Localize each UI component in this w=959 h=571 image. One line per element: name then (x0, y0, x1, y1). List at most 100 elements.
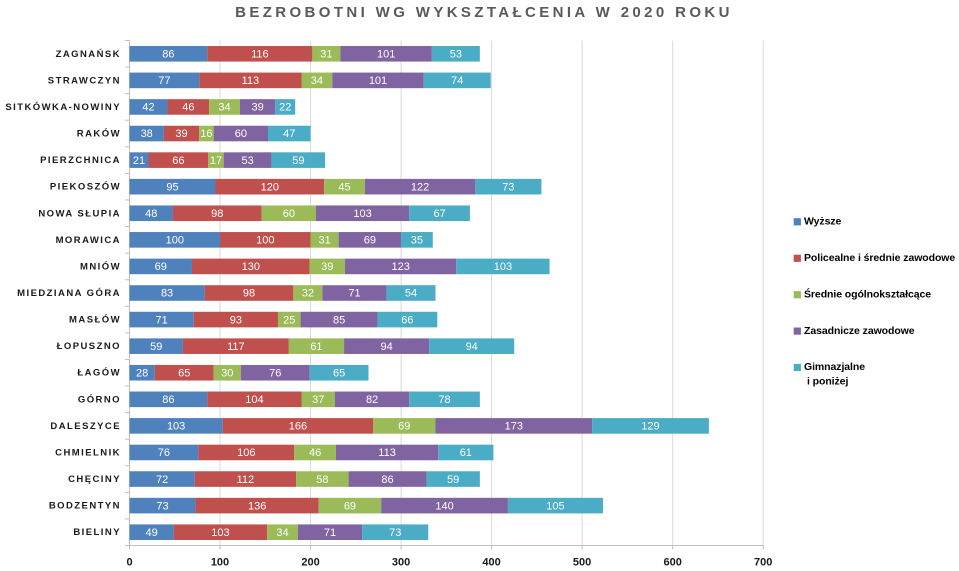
svg-text:32: 32 (302, 288, 314, 300)
svg-text:69: 69 (155, 261, 167, 273)
svg-text:103: 103 (494, 261, 512, 273)
svg-text:22: 22 (279, 102, 291, 114)
svg-text:120: 120 (261, 181, 279, 193)
svg-text:21: 21 (133, 155, 145, 167)
svg-text:i poniżej: i poniżej (807, 375, 848, 387)
svg-text:35: 35 (411, 235, 423, 247)
svg-text:GÓRNO: GÓRNO (78, 393, 121, 405)
svg-text:500: 500 (573, 557, 591, 569)
svg-text:103: 103 (353, 208, 371, 220)
svg-text:31: 31 (318, 235, 330, 247)
svg-text:77: 77 (158, 75, 170, 87)
svg-text:100: 100 (166, 235, 184, 247)
svg-text:34: 34 (218, 102, 230, 114)
svg-text:71: 71 (156, 314, 168, 326)
svg-text:71: 71 (348, 288, 360, 300)
svg-text:59: 59 (447, 474, 459, 486)
svg-text:130: 130 (242, 261, 260, 273)
svg-text:76: 76 (158, 447, 170, 459)
svg-text:71: 71 (324, 527, 336, 539)
svg-text:98: 98 (243, 288, 255, 300)
svg-text:MORAWICA: MORAWICA (56, 235, 121, 246)
svg-text:94: 94 (380, 341, 392, 353)
svg-text:113: 113 (378, 447, 396, 459)
svg-text:31: 31 (320, 48, 332, 60)
svg-text:78: 78 (438, 394, 450, 406)
svg-text:39: 39 (321, 261, 333, 273)
svg-text:28: 28 (136, 367, 148, 379)
svg-text:38: 38 (141, 128, 153, 140)
svg-text:SITKÓWKA-NOWINY: SITKÓWKA-NOWINY (5, 101, 121, 113)
svg-text:39: 39 (175, 128, 187, 140)
svg-text:CHMIELNIK: CHMIELNIK (55, 447, 121, 458)
svg-text:MNIÓW: MNIÓW (80, 260, 121, 272)
svg-text:101: 101 (377, 48, 395, 60)
svg-text:73: 73 (156, 500, 168, 512)
svg-text:94: 94 (466, 341, 478, 353)
svg-text:30: 30 (221, 367, 233, 379)
svg-text:25: 25 (283, 314, 295, 326)
svg-text:106: 106 (237, 447, 255, 459)
svg-text:65: 65 (333, 367, 345, 379)
svg-text:83: 83 (161, 288, 173, 300)
svg-text:85: 85 (333, 314, 345, 326)
svg-text:173: 173 (505, 421, 523, 433)
svg-text:116: 116 (251, 48, 269, 60)
svg-text:136: 136 (248, 500, 266, 512)
svg-text:66: 66 (401, 314, 413, 326)
svg-text:54: 54 (405, 288, 417, 300)
svg-text:105: 105 (546, 500, 564, 512)
svg-text:46: 46 (182, 102, 194, 114)
svg-text:34: 34 (276, 527, 288, 539)
svg-text:93: 93 (230, 314, 242, 326)
svg-text:72: 72 (156, 474, 168, 486)
svg-text:53: 53 (242, 155, 254, 167)
svg-text:61: 61 (460, 447, 472, 459)
svg-text:100: 100 (211, 557, 229, 569)
svg-text:129: 129 (641, 421, 659, 433)
svg-text:59: 59 (150, 341, 162, 353)
svg-text:58: 58 (316, 474, 328, 486)
svg-text:113: 113 (242, 75, 260, 87)
svg-text:86: 86 (162, 48, 174, 60)
svg-text:Gimnazjalne: Gimnazjalne (804, 361, 865, 373)
svg-text:MIEDZIANA GÓRA: MIEDZIANA GÓRA (17, 287, 121, 299)
svg-text:CHĘCINY: CHĘCINY (68, 474, 121, 485)
svg-text:ZAGNAŃSK: ZAGNAŃSK (56, 49, 121, 60)
svg-text:PIEKOSZÓW: PIEKOSZÓW (50, 181, 121, 193)
svg-text:166: 166 (289, 421, 307, 433)
svg-text:76: 76 (269, 367, 281, 379)
svg-text:86: 86 (381, 474, 393, 486)
svg-text:101: 101 (369, 75, 387, 87)
svg-text:BEZROBOTNI WG WYKSZTAŁCENIA W: BEZROBOTNI WG WYKSZTAŁCENIA W 2020 ROKU (235, 4, 733, 21)
svg-text:69: 69 (364, 235, 376, 247)
svg-text:60: 60 (283, 208, 295, 220)
svg-text:NOWA SŁUPIA: NOWA SŁUPIA (38, 208, 121, 219)
svg-text:82: 82 (366, 394, 378, 406)
svg-text:104: 104 (245, 394, 263, 406)
svg-text:700: 700 (754, 557, 772, 569)
svg-text:100: 100 (256, 235, 274, 247)
svg-text:42: 42 (142, 102, 154, 114)
svg-text:95: 95 (166, 181, 178, 193)
svg-text:69: 69 (398, 421, 410, 433)
svg-text:98: 98 (211, 208, 223, 220)
svg-text:46: 46 (309, 447, 321, 459)
svg-text:61: 61 (310, 341, 322, 353)
svg-text:103: 103 (211, 527, 229, 539)
svg-text:65: 65 (178, 367, 190, 379)
svg-text:39: 39 (251, 102, 263, 114)
svg-text:0: 0 (126, 557, 132, 569)
svg-text:66: 66 (172, 155, 184, 167)
svg-text:MASŁÓW: MASŁÓW (69, 314, 121, 326)
svg-text:ŁAGÓW: ŁAGÓW (77, 367, 121, 379)
svg-text:200: 200 (301, 557, 319, 569)
svg-text:53: 53 (450, 48, 462, 60)
svg-text:69: 69 (344, 500, 356, 512)
svg-text:74: 74 (451, 75, 463, 87)
svg-text:123: 123 (391, 261, 409, 273)
svg-text:34: 34 (311, 75, 323, 87)
svg-text:122: 122 (411, 181, 429, 193)
svg-text:STRAWCZYN: STRAWCZYN (48, 75, 121, 86)
svg-text:73: 73 (502, 181, 514, 193)
